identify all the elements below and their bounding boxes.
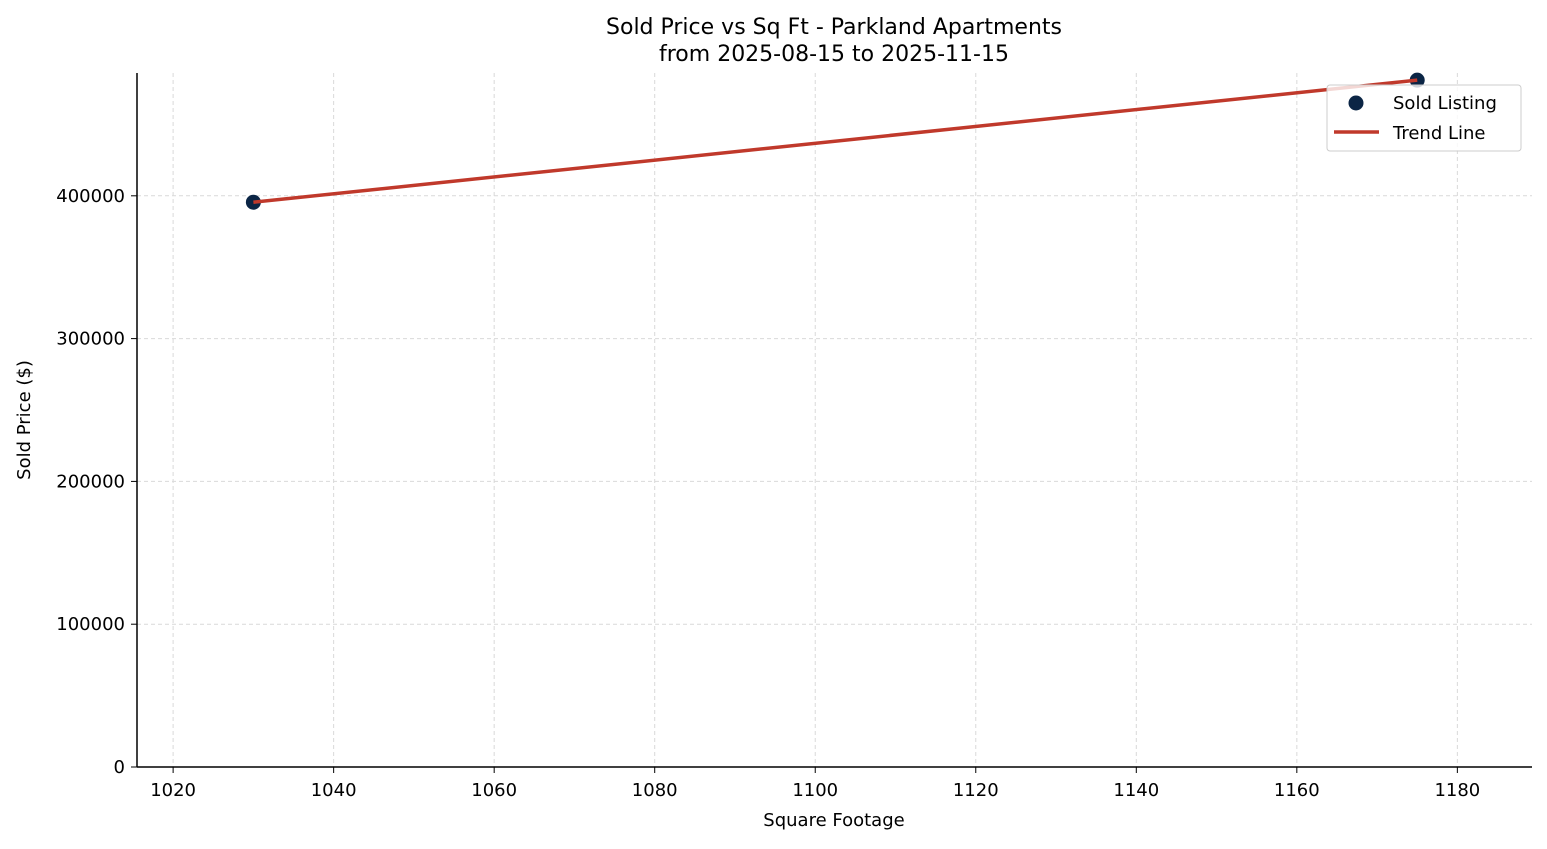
ticks: 1020 1040 1060 1080 1100 1120 1140 1160 1180 0 100… xyxy=(56,186,1480,801)
x-tick-label: 1080 xyxy=(632,780,678,801)
y-tick-label: 400000 xyxy=(56,186,125,207)
plot-marks xyxy=(245,72,1425,210)
trend-line xyxy=(253,78,1418,204)
chart-title: Sold Price vs Sq Ft - Parkland Apartment… xyxy=(606,15,1062,40)
x-tick-label: 1140 xyxy=(1113,780,1159,801)
x-axis-label: Square Footage xyxy=(763,810,904,831)
x-tick-label: 1160 xyxy=(1274,780,1320,801)
x-tick-label: 1120 xyxy=(953,780,999,801)
legend: Sold Listing Trend Line xyxy=(1326,84,1522,152)
x-tick-label: 1060 xyxy=(471,780,517,801)
x-tick-label: 1020 xyxy=(150,780,196,801)
y-axis-label: Sold Price ($) xyxy=(14,360,35,480)
y-tick-label: 0 xyxy=(114,757,125,778)
chart-subtitle: from 2025-08-15 to 2025-11-15 xyxy=(659,42,1009,67)
y-tick-label: 300000 xyxy=(56,329,125,350)
legend-label-trend-line: Trend Line xyxy=(1392,123,1486,144)
legend-box xyxy=(1326,84,1522,152)
x-tick-label: 1180 xyxy=(1434,780,1480,801)
x-tick-label: 1100 xyxy=(792,780,838,801)
y-tick-label: 100000 xyxy=(56,614,125,635)
legend-marker-sold-listing xyxy=(1348,95,1364,111)
legend-label-sold-listing: Sold Listing xyxy=(1393,93,1497,114)
x-tick-label: 1040 xyxy=(311,780,357,801)
grid xyxy=(137,73,1532,767)
y-tick-label: 200000 xyxy=(56,471,125,492)
